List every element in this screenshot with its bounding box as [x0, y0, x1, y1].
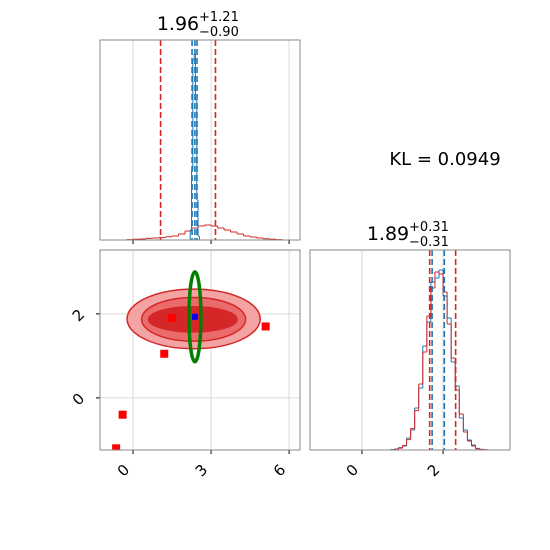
y-tick-label: 2 — [69, 306, 88, 325]
x-tick-label: 3 — [192, 461, 211, 480]
panel-title: 1.89 — [367, 223, 409, 245]
point — [168, 314, 177, 323]
axes-frame — [99, 39, 301, 241]
title-lower: −0.90 — [199, 25, 239, 40]
point — [112, 444, 121, 450]
plot-area — [107, 40, 290, 240]
y-tick-label: 0 — [69, 390, 88, 409]
plot-area — [361, 250, 504, 450]
marker — [191, 313, 198, 320]
title-upper: +1.21 — [199, 10, 239, 25]
title-upper: +0.31 — [409, 220, 449, 235]
point — [160, 349, 169, 358]
kl-annotation: KL = 0.0949 — [389, 149, 500, 170]
title-lower: −0.31 — [409, 235, 449, 250]
panel-title: 1.96 — [157, 13, 199, 35]
x-tick-label: 6 — [270, 461, 289, 480]
x-tick-label: 0 — [343, 461, 362, 480]
point — [261, 322, 270, 331]
panel: 0 3 6 0 2 — [69, 249, 301, 480]
x-tick-label: 0 — [114, 461, 133, 480]
truth-ellipse — [187, 270, 203, 364]
plot-area — [100, 250, 300, 450]
axes-frame — [309, 249, 511, 451]
x-tick-label: 2 — [424, 461, 443, 480]
axes-frame — [99, 249, 301, 451]
point — [118, 410, 127, 419]
panel: 0 2 1.89 +0.31−0.31 — [309, 220, 511, 480]
panel: 1.96 +1.21−0.90 — [99, 10, 301, 244]
